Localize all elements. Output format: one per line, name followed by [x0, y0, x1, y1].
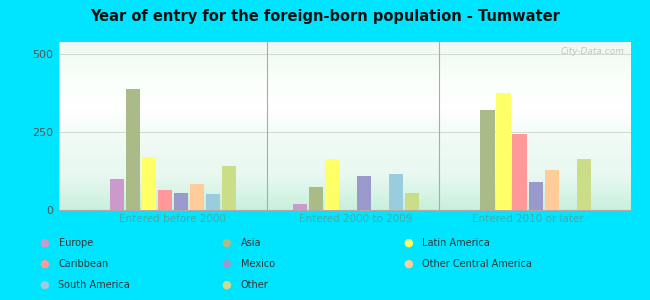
Bar	[110, 179, 124, 210]
Text: ●: ●	[403, 259, 413, 269]
Text: Asia: Asia	[240, 238, 261, 248]
Bar	[480, 110, 495, 210]
Text: ●: ●	[39, 259, 49, 269]
Text: ●: ●	[221, 238, 231, 248]
Text: Year of entry for the foreign-born population - Tumwater: Year of entry for the foreign-born popul…	[90, 9, 560, 24]
Text: ●: ●	[221, 280, 231, 290]
Bar	[545, 169, 558, 210]
Bar	[206, 194, 220, 210]
Bar	[309, 187, 323, 210]
Bar	[512, 134, 527, 210]
Bar	[158, 190, 172, 210]
Text: ●: ●	[403, 238, 413, 248]
Bar	[577, 159, 591, 210]
Text: Mexico: Mexico	[240, 259, 274, 269]
Bar	[126, 89, 140, 210]
Bar	[325, 159, 339, 210]
Text: City-Data.com: City-Data.com	[561, 47, 625, 56]
Text: ●: ●	[39, 280, 49, 290]
Text: South America: South America	[58, 280, 130, 290]
Text: Caribbean: Caribbean	[58, 259, 109, 269]
Text: ●: ●	[39, 238, 49, 248]
Text: Latin America: Latin America	[422, 238, 490, 248]
Bar	[528, 182, 543, 210]
Bar	[357, 176, 371, 210]
Bar	[222, 167, 236, 210]
Bar	[497, 93, 510, 210]
Bar	[190, 184, 204, 210]
Bar	[174, 193, 188, 210]
Bar	[293, 204, 307, 210]
Text: Other: Other	[240, 280, 268, 290]
Bar	[405, 193, 419, 210]
Text: ●: ●	[221, 259, 231, 269]
Bar	[389, 174, 403, 210]
Text: Other Central America: Other Central America	[422, 259, 532, 269]
Text: Europe: Europe	[58, 238, 93, 248]
Bar	[142, 157, 156, 210]
